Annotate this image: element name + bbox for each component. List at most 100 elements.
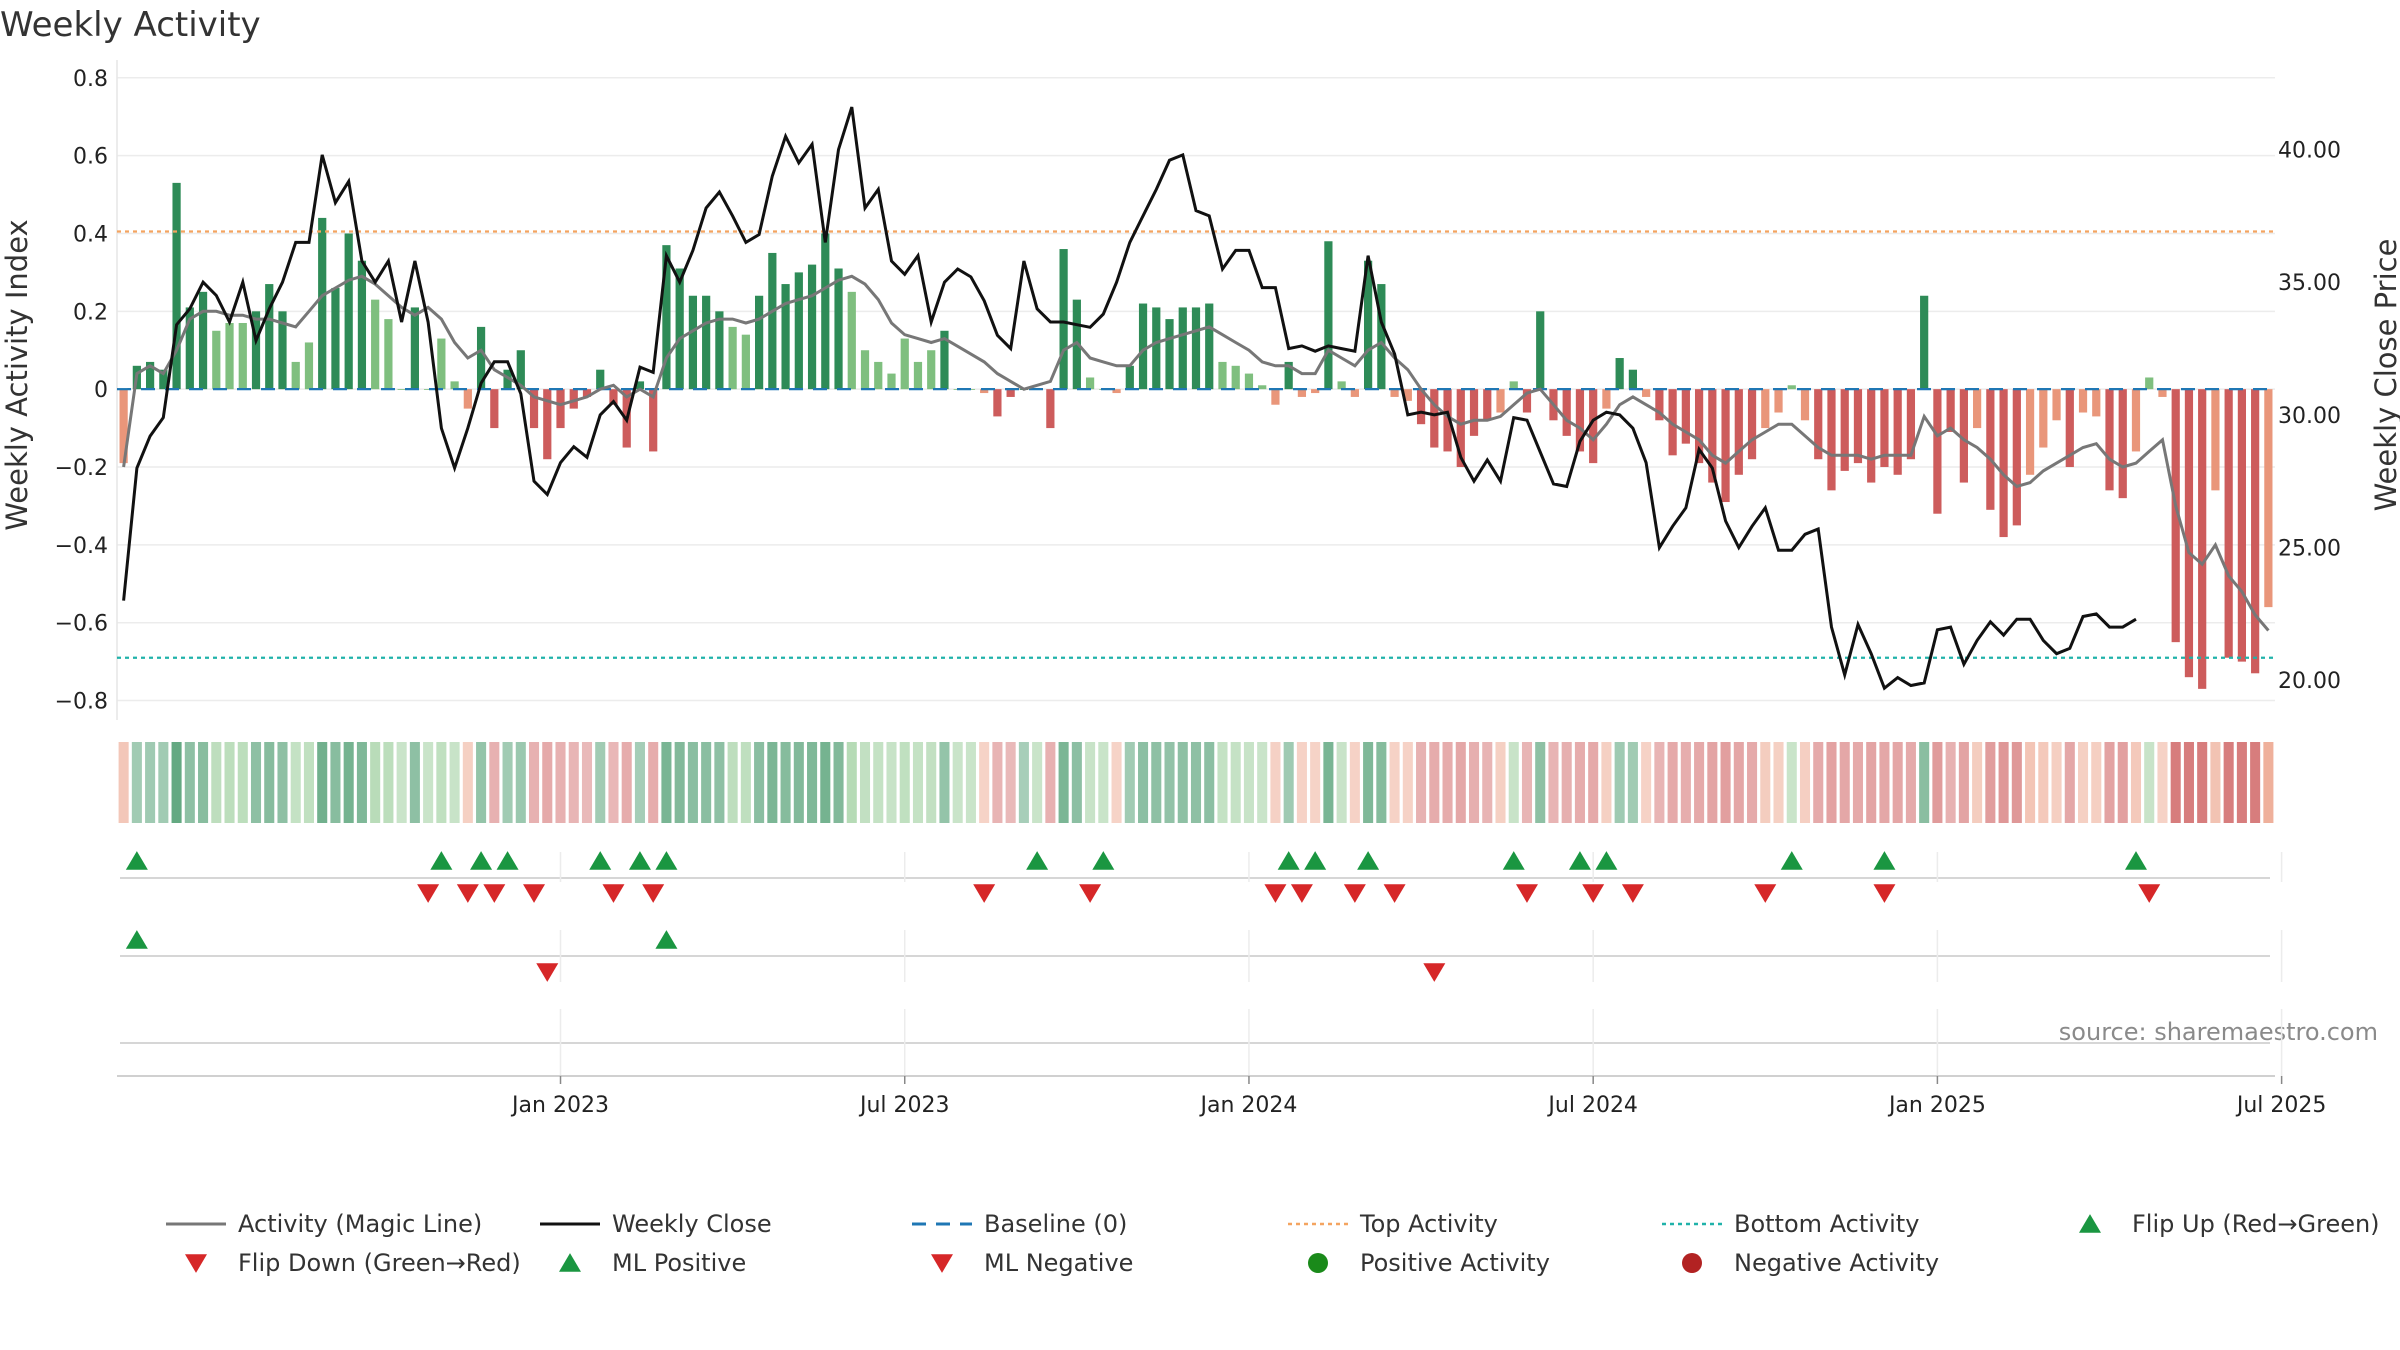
strip-cell (2210, 742, 2221, 823)
activity-bar (609, 389, 618, 405)
strip-cell (542, 742, 553, 823)
activity-bar (702, 295, 711, 390)
flip-down-marker (417, 884, 440, 903)
activity-bar (1244, 373, 1254, 390)
strip-cell (250, 742, 262, 823)
activity-bar (1602, 389, 1611, 409)
strip-cell (1310, 742, 1321, 823)
strip-cell (2130, 742, 2142, 823)
flip-down-marker (602, 884, 625, 903)
activity-bar (569, 389, 578, 409)
activity-bar (2171, 389, 2180, 643)
activity-bar (728, 326, 737, 390)
activity-bar (807, 264, 817, 390)
activity-bar (384, 319, 393, 390)
strip-cell (1217, 742, 1228, 823)
y-left-tick-label: −0.4 (55, 534, 108, 559)
activity-bar (1853, 389, 1863, 464)
strip-cell (1535, 742, 1546, 823)
strip-cell (1164, 742, 1175, 823)
flip-down-marker (1582, 884, 1605, 903)
strip-cell (2091, 742, 2102, 823)
strip-cell (1958, 742, 1969, 823)
activity-bar (1138, 303, 1148, 390)
strip-cell (1919, 742, 1930, 823)
activity-bar (1814, 389, 1823, 460)
strip-cell (264, 742, 275, 823)
legend-label: Bottom Activity (1734, 1210, 1919, 1238)
strip-cell (1376, 742, 1387, 823)
activity-bar (2118, 389, 2127, 499)
activity-bar (2184, 389, 2194, 678)
activity-bar (2105, 389, 2114, 491)
strip-cell (1680, 742, 1691, 823)
activity-bar (291, 361, 300, 390)
y-left-tick-label: 0.4 (73, 222, 108, 247)
activity-bar (2251, 389, 2260, 674)
strip-cell (198, 742, 209, 823)
activity-bar (251, 311, 261, 390)
activity-bar (1496, 389, 1505, 413)
strip-cell (1085, 742, 1096, 823)
strip-cell (409, 742, 420, 823)
activity-bar (794, 272, 803, 390)
activity-bar (2198, 389, 2207, 689)
legend-label: Activity (Magic Line) (238, 1210, 482, 1238)
activity-bar (2264, 389, 2273, 608)
activity-bar (1681, 389, 1690, 444)
strip-cell (1190, 742, 1202, 823)
strip-cell (1574, 742, 1585, 823)
flip-down-marker (1079, 884, 1102, 903)
legend-label: ML Positive (612, 1249, 746, 1277)
activity-bar (874, 361, 883, 390)
activity-bar (437, 338, 446, 390)
strip-cell (952, 742, 963, 823)
x-tick-label: Jan 2024 (1199, 1093, 1298, 1118)
activity-bar (900, 338, 909, 390)
strip-cell (873, 742, 884, 823)
strip-cell (1508, 742, 1519, 823)
strip-cell (1323, 742, 1334, 823)
x-axis: Jan 2023 Jul 2023 Jan 2024 Jul 2024 Jan 2025… (117, 1075, 2326, 1118)
activity-bar (2224, 389, 2233, 658)
flip-up-marker (1502, 851, 1525, 870)
flip-up-marker (1092, 851, 1115, 870)
activity-bar (172, 182, 181, 390)
strip-cell (1561, 742, 1572, 823)
strip-cell (396, 742, 407, 823)
weekly-close-series (122, 106, 2137, 691)
activity-bar (410, 307, 419, 390)
activity-bar (556, 389, 565, 429)
activity-bar (1827, 389, 1836, 491)
strip-cell (2051, 742, 2062, 823)
activity-bar (185, 307, 194, 390)
flip-up-marker (1873, 851, 1896, 870)
legend-label: Flip Down (Green→Red) (238, 1249, 521, 1277)
activity-bar (1509, 381, 1518, 390)
activity-bar (1642, 389, 1651, 397)
activity-bar (1311, 389, 1320, 394)
legend-swatch (2079, 1214, 2101, 1233)
activity-bar (2145, 377, 2154, 390)
activity-bar (1787, 385, 1796, 390)
strip-cell (529, 742, 540, 823)
activity-bar (1840, 389, 1849, 471)
activity-bar (304, 342, 314, 390)
activity-bar (1337, 381, 1346, 390)
strip-cell (648, 742, 659, 823)
strip-cell (1402, 742, 1413, 823)
strip-cell (1416, 742, 1427, 823)
activity-bar (1390, 389, 1399, 397)
legend-label: Flip Up (Red→Green) (2132, 1210, 2380, 1238)
strip-cell (290, 742, 301, 823)
strip-cell (581, 742, 593, 823)
flip-up-marker (470, 851, 493, 870)
flip-up-marker (1568, 851, 1591, 870)
activity-bar (2039, 389, 2048, 448)
activity-bar (1800, 389, 1810, 421)
strip-cell (158, 742, 169, 823)
flip-down-marker (1383, 884, 1406, 903)
activity-bar (159, 369, 168, 390)
activity-bar (913, 361, 923, 390)
activity-bar (397, 389, 406, 390)
